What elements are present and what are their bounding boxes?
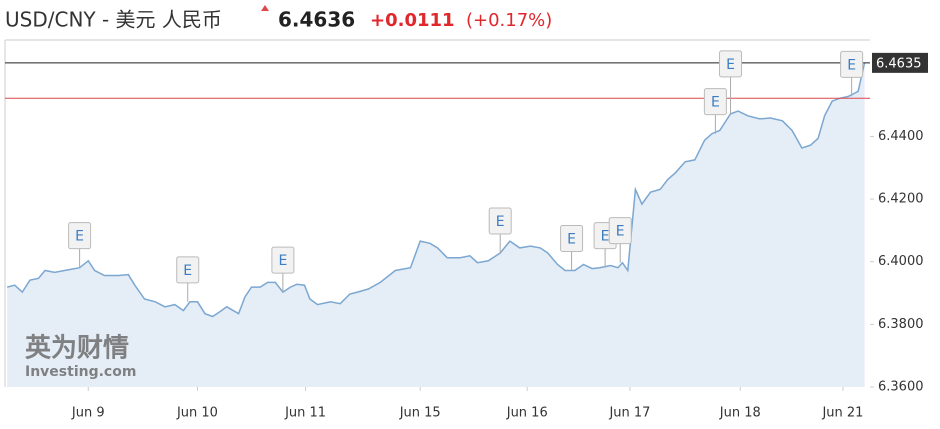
event-label: E — [183, 263, 192, 279]
event-label: E — [616, 224, 625, 240]
event-label: E — [278, 253, 287, 269]
event-box — [840, 50, 864, 78]
y-tick-label: 6.4400 — [878, 129, 924, 144]
event-box — [703, 88, 727, 116]
event-box — [176, 256, 200, 284]
x-tick-label: Jun 9 — [71, 406, 105, 421]
line — [7, 62, 866, 318]
x-tick-label: Jun 17 — [608, 406, 650, 421]
event-label: E — [711, 95, 720, 111]
y-tick-label: 6.3600 — [878, 380, 924, 395]
event-label: E — [496, 214, 505, 230]
event-label: E — [847, 57, 856, 73]
change: +0.0111 — [370, 10, 455, 31]
x-tick-label: Jun 15 — [399, 406, 441, 421]
y-tick-label: 6.4000 — [878, 254, 924, 269]
event-box — [68, 222, 92, 250]
event-box — [560, 224, 584, 252]
price-label-box — [872, 52, 928, 73]
x-tick-label: Jun 21 — [821, 406, 863, 421]
event-box — [271, 246, 295, 274]
change-percent: (+0.17%) — [466, 10, 552, 31]
x-tick-label: Jun 18 — [719, 406, 761, 421]
event-label: E — [75, 229, 84, 245]
event-box — [719, 50, 743, 78]
x-tick-label: Jun 11 — [284, 406, 326, 421]
event-box — [488, 207, 512, 235]
event-box — [608, 217, 632, 245]
price: 6.4636 — [278, 8, 355, 32]
plot: 6.4635 6.3600 6.3800 6.4000 6.4200 6.4400 Jun … — [5, 50, 928, 421]
event-label: E — [567, 231, 576, 247]
x-tick-label: Jun 16 — [506, 406, 548, 421]
x-tick-label: Jun 10 — [176, 406, 218, 421]
event-label: E — [601, 229, 610, 245]
watermark-en: Investing.com — [25, 364, 136, 380]
y-tick-label: 6.4200 — [878, 192, 924, 207]
chart-title: USD/CNY - 美元 人民币 — [5, 8, 222, 32]
y-tick-label: 6.3800 — [878, 317, 924, 332]
event-label: E — [726, 57, 735, 73]
price-label: 6.4635 — [876, 56, 922, 71]
up-arrow — [261, 5, 269, 11]
area-fill — [7, 62, 865, 387]
watermark-cn: 英为财情 — [25, 334, 129, 364]
